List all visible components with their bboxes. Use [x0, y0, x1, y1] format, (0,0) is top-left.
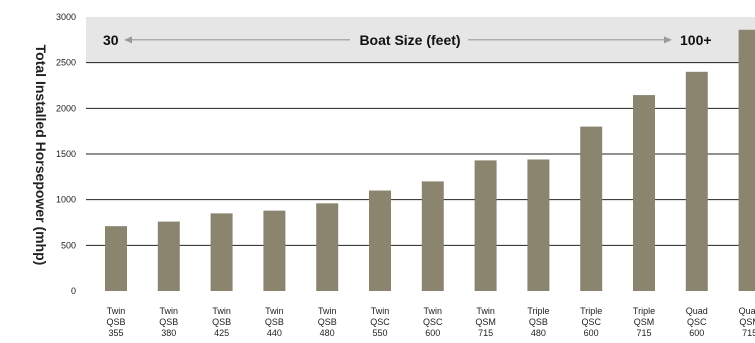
- bar: [633, 95, 655, 291]
- bar: [316, 203, 339, 291]
- y-tick-label: 1500: [56, 149, 76, 159]
- x-tick-label: QSC: [423, 317, 443, 327]
- x-tick-label: QSB: [159, 317, 178, 327]
- y-tick-label: 1000: [56, 195, 76, 205]
- bar: [685, 71, 708, 291]
- y-tick-label: 500: [61, 240, 76, 250]
- x-tick-label: Quad: [686, 306, 708, 316]
- x-tick-label: Quad: [739, 306, 755, 316]
- y-tick-labels: 0 500 1000 1500 2000 2500 3000: [56, 12, 76, 296]
- banner: 30 Boat Size (feet) 100+: [103, 32, 712, 48]
- bar: [738, 29, 755, 291]
- x-tick-label: 425: [214, 328, 229, 338]
- x-tick-labels: TwinQSB355TwinQSB380TwinQSB425TwinQSB440…: [106, 306, 755, 338]
- bar: [105, 226, 127, 291]
- x-tick-label: QSB: [212, 317, 231, 327]
- bars: [105, 29, 755, 291]
- x-tick-label: QSC: [687, 317, 707, 327]
- x-tick-label: Triple: [633, 306, 655, 316]
- bar: [421, 181, 444, 291]
- x-tick-label: Twin: [476, 306, 495, 316]
- x-tick-label: QSB: [529, 317, 548, 327]
- x-tick-label: QSC: [581, 317, 601, 327]
- x-tick-label: QSB: [265, 317, 284, 327]
- banner-right-label: 100+: [680, 32, 712, 48]
- x-tick-label: QSM: [739, 317, 755, 327]
- x-tick-label: 480: [531, 328, 546, 338]
- banner-center-label: Boat Size (feet): [359, 32, 460, 48]
- x-tick-label: 600: [425, 328, 440, 338]
- x-tick-label: 480: [320, 328, 335, 338]
- x-tick-label: 550: [372, 328, 387, 338]
- bar: [263, 210, 286, 291]
- y-tick-label: 2500: [56, 58, 76, 68]
- x-tick-label: 355: [108, 328, 123, 338]
- x-tick-label: QSM: [475, 317, 496, 327]
- x-tick-label: 380: [161, 328, 176, 338]
- x-tick-label: 715: [636, 328, 651, 338]
- x-tick-label: QSM: [634, 317, 655, 327]
- x-tick-label: QSC: [370, 317, 390, 327]
- bar: [474, 160, 497, 291]
- x-tick-label: Twin: [212, 306, 231, 316]
- arrow-right-icon: [664, 36, 672, 44]
- x-tick-label: QSB: [106, 317, 125, 327]
- x-tick-label: Twin: [107, 306, 126, 316]
- y-tick-label: 3000: [56, 12, 76, 22]
- x-tick-label: 440: [267, 328, 282, 338]
- bar: [580, 126, 603, 291]
- x-tick-label: Twin: [160, 306, 179, 316]
- bar: [369, 190, 391, 291]
- banner-left-label: 30: [103, 32, 119, 48]
- y-tick-label: 0: [71, 286, 76, 296]
- x-tick-label: Triple: [580, 306, 602, 316]
- x-tick-label: 600: [689, 328, 704, 338]
- x-tick-label: Twin: [265, 306, 284, 316]
- x-tick-label: Twin: [424, 306, 443, 316]
- bar: [527, 159, 550, 291]
- y-axis-label: Total Installed Horsepower (mhp): [33, 45, 49, 266]
- x-tick-label: 715: [742, 328, 755, 338]
- bar: [210, 213, 233, 291]
- bar: [157, 221, 180, 291]
- arrow-left-icon: [124, 36, 132, 44]
- x-tick-label: 715: [478, 328, 493, 338]
- x-tick-label: 600: [584, 328, 599, 338]
- y-tick-label: 2000: [56, 103, 76, 113]
- x-tick-label: QSB: [318, 317, 337, 327]
- x-tick-label: Twin: [371, 306, 390, 316]
- x-tick-label: Twin: [318, 306, 337, 316]
- x-tick-label: Triple: [527, 306, 549, 316]
